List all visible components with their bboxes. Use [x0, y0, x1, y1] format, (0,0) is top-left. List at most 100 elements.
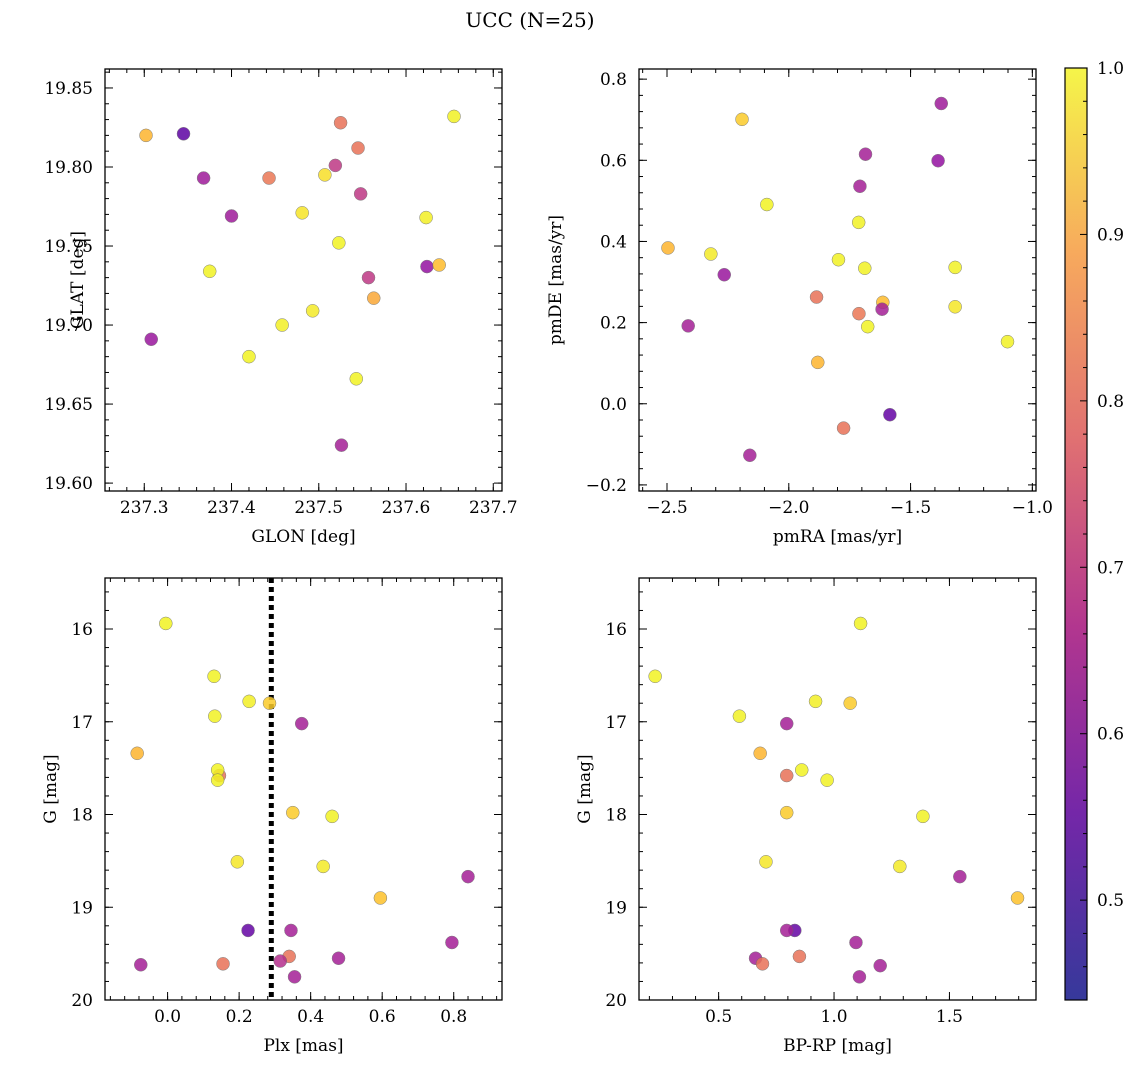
- data-point: [760, 197, 774, 212]
- data-point: [853, 616, 868, 631]
- data-point: [916, 809, 930, 824]
- data-point: [316, 859, 330, 874]
- data-point: [242, 349, 256, 364]
- data-point: [419, 210, 433, 225]
- panels: 237.3 237.4 237.5 237.6 237.7 19.60 19.65 19.70…: [41, 68, 1053, 1056]
- data-point: [732, 709, 747, 723]
- data-point: [953, 869, 967, 884]
- x-tick-label: 237.7: [469, 498, 518, 518]
- data-point: [836, 421, 851, 435]
- data-point: [216, 957, 230, 971]
- data-point: [295, 206, 309, 220]
- x-tick-label: 0.5: [705, 1007, 732, 1027]
- data-point: [681, 319, 695, 333]
- data-point: [717, 267, 731, 282]
- data-point: [349, 372, 364, 386]
- data-point: [779, 716, 794, 731]
- y-tick-label: 20: [71, 991, 93, 1011]
- data-point: [1000, 334, 1015, 349]
- x-tick-label: 0.4: [297, 1007, 324, 1027]
- data-point: [230, 855, 245, 869]
- data-point: [242, 694, 256, 709]
- plot-frame: [638, 577, 1037, 1001]
- y-tick-label: 18: [71, 806, 93, 826]
- plot-frame: [104, 68, 503, 492]
- data-point: [948, 260, 962, 275]
- x-tick-label: 237.4: [207, 498, 256, 518]
- data-point: [811, 355, 825, 370]
- data-point: [130, 746, 144, 761]
- y-tick-label: 0.8: [600, 70, 627, 90]
- data-point: [934, 96, 949, 111]
- y-tick-label: 20: [605, 991, 627, 1011]
- data-point: [366, 291, 381, 305]
- y-tick-label: −0.2: [586, 476, 627, 496]
- data-point: [445, 935, 459, 950]
- data-point: [794, 763, 809, 777]
- data-point: [275, 318, 289, 332]
- data-point: [144, 332, 158, 347]
- data-point: [792, 949, 807, 964]
- data-point: [808, 694, 823, 709]
- y-tick-label: 16: [71, 620, 93, 640]
- x-tick-label: −2.5: [646, 498, 687, 518]
- data-point: [176, 127, 191, 141]
- data-point: [779, 768, 794, 783]
- data-point: [948, 300, 962, 314]
- data-point: [332, 236, 346, 250]
- data-point: [224, 209, 239, 223]
- x-tick-label: 237.3: [120, 498, 169, 518]
- y-tick-label: 19.75: [44, 237, 93, 257]
- x-tick-label: 1.5: [936, 1007, 963, 1027]
- data-point: [755, 957, 770, 971]
- x-tick-label: 0.8: [440, 1007, 467, 1027]
- x-tick-label: 0.6: [369, 1007, 396, 1027]
- x-tick-label: 0.2: [226, 1007, 253, 1027]
- data-point: [241, 923, 255, 938]
- data-point: [852, 306, 866, 321]
- figure-title: UCC (N=25): [465, 8, 594, 32]
- data-point: [1010, 891, 1025, 905]
- y-axis-label: pmDE [mas/yr]: [546, 215, 566, 345]
- data-point: [294, 716, 309, 731]
- data-point: [286, 805, 300, 820]
- x-tick-label: −1.0: [1012, 498, 1053, 518]
- data-point: [831, 252, 846, 267]
- data-point: [328, 158, 343, 173]
- y-tick-label: 16: [605, 620, 627, 640]
- panel-4: 0.5 1.0 1.5 16 17 18 19 20 BP-RP [mag] G [mag]: [575, 577, 1037, 1056]
- data-point: [134, 958, 148, 972]
- data-point: [860, 319, 875, 334]
- data-point: [287, 970, 302, 984]
- x-tick-label: −1.5: [890, 498, 931, 518]
- data-point: [931, 153, 945, 168]
- data-point: [208, 709, 222, 723]
- data-point: [351, 141, 365, 155]
- data-point: [432, 258, 446, 272]
- data-point: [735, 112, 749, 127]
- colorbar-tick-label: 0.5: [1097, 891, 1124, 911]
- colorbar-tick-label: 0.6: [1097, 725, 1124, 745]
- data-point: [753, 746, 767, 761]
- y-tick-label: 0.6: [600, 151, 627, 171]
- data-point: [139, 128, 153, 143]
- data-point: [843, 696, 857, 710]
- x-axis-label: BP-RP [mag]: [783, 1036, 892, 1056]
- x-axis-label: Plx [mas]: [263, 1036, 343, 1056]
- data-point: [852, 970, 867, 984]
- panel-1: 237.3 237.4 237.5 237.6 237.7 19.60 19.65 19.70…: [44, 68, 518, 547]
- data-point: [461, 869, 475, 884]
- data-point: [318, 168, 332, 182]
- data-point: [759, 855, 773, 869]
- data-point: [334, 438, 349, 452]
- data-point: [704, 247, 718, 261]
- data-point: [331, 951, 346, 966]
- x-tick-label: 237.5: [294, 498, 343, 518]
- data-point: [202, 264, 217, 279]
- data-point: [333, 115, 348, 130]
- data-point: [262, 171, 276, 185]
- y-tick-label: 19.80: [44, 158, 93, 178]
- x-tick-label: 237.6: [382, 498, 431, 518]
- data-point: [305, 304, 320, 318]
- data-point: [262, 696, 277, 710]
